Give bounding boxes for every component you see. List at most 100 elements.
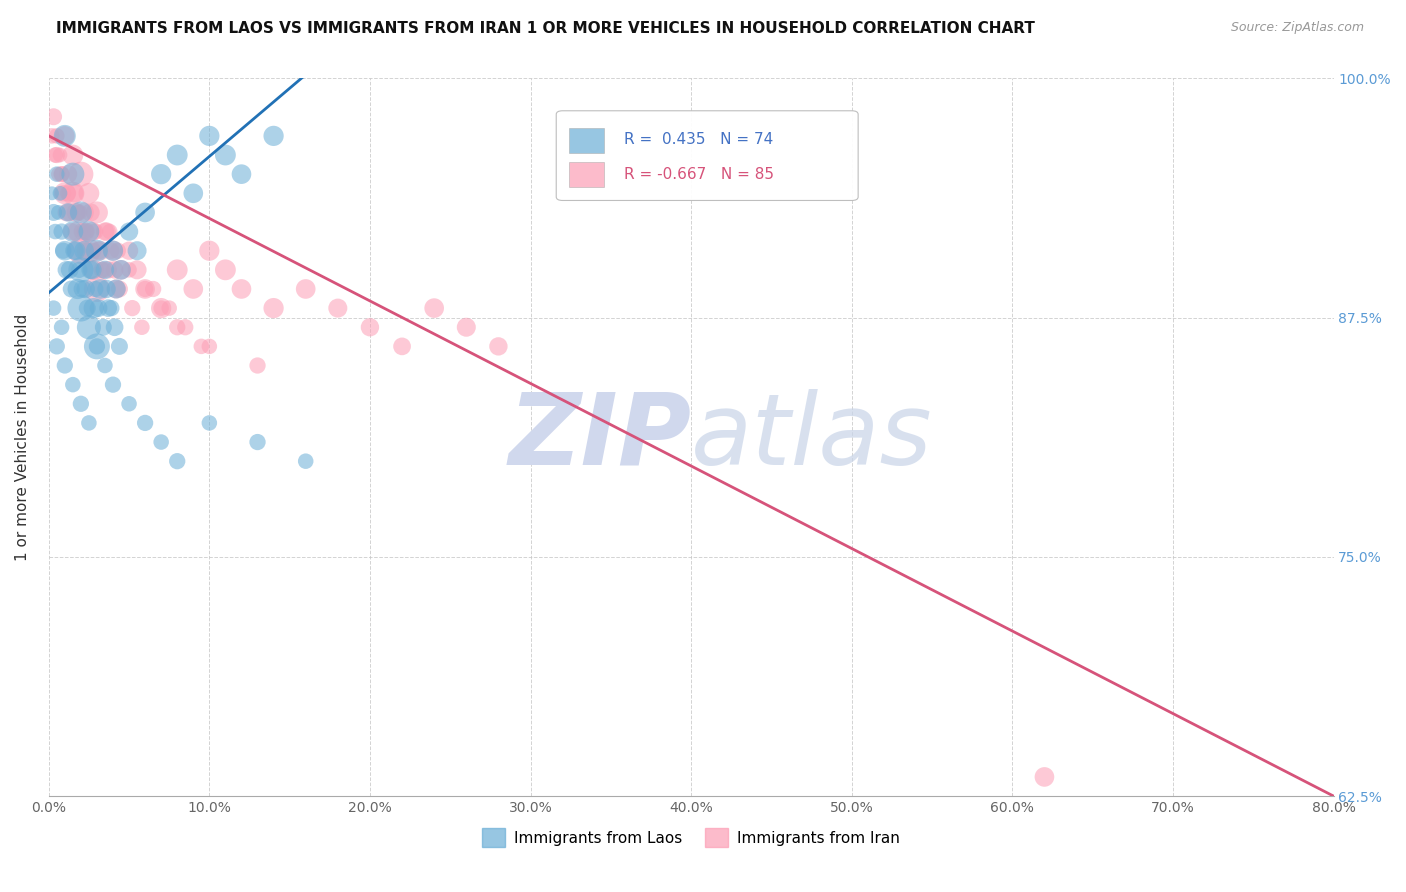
Point bbox=[83, 263, 105, 277]
Point bbox=[89, 282, 111, 296]
Point bbox=[60, 225, 83, 239]
Point bbox=[104, 263, 127, 277]
Point bbox=[89, 244, 111, 258]
Point bbox=[77, 186, 100, 201]
Point bbox=[70, 205, 93, 219]
Point bbox=[231, 167, 253, 181]
Point bbox=[93, 263, 115, 277]
Point bbox=[94, 359, 117, 373]
Point bbox=[118, 397, 141, 411]
Text: R =  0.435   N = 74: R = 0.435 N = 74 bbox=[624, 132, 773, 147]
Point bbox=[150, 301, 173, 315]
Point bbox=[62, 167, 84, 181]
Point bbox=[45, 339, 67, 353]
FancyBboxPatch shape bbox=[569, 162, 603, 187]
Point bbox=[56, 167, 79, 181]
Point bbox=[105, 282, 128, 296]
Point bbox=[84, 225, 107, 239]
Point bbox=[391, 339, 413, 353]
Point bbox=[62, 377, 84, 392]
Point bbox=[101, 377, 124, 392]
Point bbox=[41, 186, 63, 201]
Point bbox=[134, 416, 156, 430]
Point bbox=[423, 301, 446, 315]
Point bbox=[98, 225, 121, 239]
Point bbox=[45, 128, 67, 143]
Point bbox=[87, 244, 110, 258]
Point bbox=[51, 320, 73, 334]
Point bbox=[72, 282, 94, 296]
Point bbox=[62, 148, 84, 162]
Point bbox=[134, 205, 156, 219]
Point bbox=[51, 167, 73, 181]
Point bbox=[53, 186, 76, 201]
Point bbox=[79, 263, 101, 277]
Point bbox=[65, 205, 87, 219]
Point bbox=[48, 205, 70, 219]
Point bbox=[105, 282, 128, 296]
Point bbox=[49, 186, 72, 201]
Point bbox=[51, 167, 73, 181]
Point bbox=[134, 282, 156, 296]
Point bbox=[66, 225, 89, 239]
Point bbox=[48, 167, 70, 181]
Point bbox=[326, 301, 349, 315]
Point bbox=[59, 205, 82, 219]
Point bbox=[52, 244, 75, 258]
Point bbox=[86, 339, 108, 353]
Point bbox=[53, 128, 76, 143]
Point bbox=[134, 282, 156, 296]
Point bbox=[166, 148, 188, 162]
Point bbox=[73, 244, 96, 258]
Point bbox=[55, 205, 77, 219]
Point bbox=[75, 282, 97, 296]
Point bbox=[166, 454, 188, 468]
Point bbox=[86, 244, 108, 258]
Point bbox=[44, 148, 66, 162]
Point bbox=[456, 320, 478, 334]
Point bbox=[263, 128, 285, 143]
Point bbox=[96, 225, 118, 239]
Point bbox=[100, 301, 122, 315]
Point bbox=[75, 225, 97, 239]
Point bbox=[70, 263, 93, 277]
Point bbox=[94, 225, 117, 239]
Point bbox=[294, 454, 316, 468]
Point bbox=[157, 301, 180, 315]
Point bbox=[142, 282, 165, 296]
Point bbox=[107, 244, 129, 258]
Point bbox=[70, 244, 93, 258]
Point bbox=[82, 263, 104, 277]
Point bbox=[53, 359, 76, 373]
Point bbox=[83, 301, 105, 315]
Y-axis label: 1 or more Vehicles in Household: 1 or more Vehicles in Household bbox=[15, 314, 30, 561]
Point bbox=[62, 225, 84, 239]
Point bbox=[67, 263, 90, 277]
Point bbox=[101, 244, 124, 258]
Point bbox=[150, 301, 173, 315]
Point bbox=[150, 435, 173, 450]
Point bbox=[56, 186, 79, 201]
Point bbox=[53, 128, 76, 143]
Text: IMMIGRANTS FROM LAOS VS IMMIGRANTS FROM IRAN 1 OR MORE VEHICLES IN HOUSEHOLD COR: IMMIGRANTS FROM LAOS VS IMMIGRANTS FROM … bbox=[56, 21, 1035, 36]
Point bbox=[110, 263, 132, 277]
Point bbox=[66, 282, 89, 296]
Point bbox=[77, 225, 100, 239]
Point bbox=[198, 339, 221, 353]
Point bbox=[77, 320, 100, 334]
Point bbox=[70, 301, 93, 315]
Point bbox=[246, 435, 269, 450]
Point bbox=[131, 320, 153, 334]
Point bbox=[101, 244, 124, 258]
Point bbox=[181, 186, 204, 201]
Point bbox=[42, 110, 65, 124]
Legend: Immigrants from Laos, Immigrants from Iran: Immigrants from Laos, Immigrants from Ir… bbox=[475, 822, 907, 853]
Point bbox=[79, 205, 101, 219]
Point bbox=[65, 244, 87, 258]
Point bbox=[174, 320, 197, 334]
Point bbox=[51, 225, 73, 239]
Point bbox=[118, 244, 141, 258]
Point bbox=[76, 301, 98, 315]
FancyBboxPatch shape bbox=[557, 111, 858, 201]
Point bbox=[86, 282, 108, 296]
